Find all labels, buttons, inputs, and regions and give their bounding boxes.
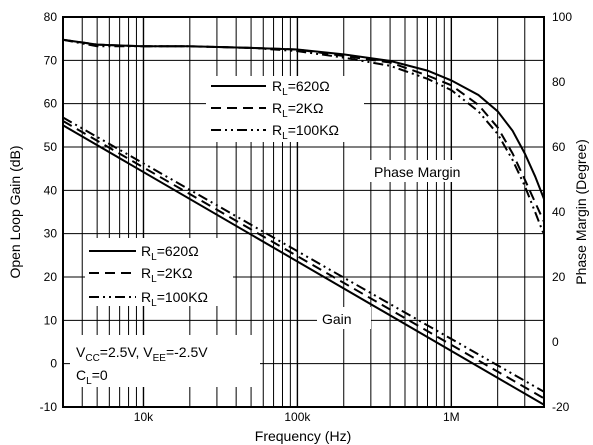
conditions-line1: VCC=2.5V, VEE=-2.5V: [76, 344, 208, 364]
y-left-tick-label: 70: [44, 53, 58, 67]
phase-legend: RL=620Ω RL=2KΩ RL=100KΩ: [206, 76, 364, 142]
conditions-bg: [70, 335, 260, 387]
y-right-tick-label: 0: [552, 335, 559, 349]
y-left-tick-label: 60: [44, 97, 58, 111]
y-right-tick-label: 40: [552, 205, 566, 219]
conditions-line2: CL=0: [76, 367, 108, 387]
x-tick-label: 1M: [443, 410, 460, 424]
gain-legend-label-620: RL=620Ω: [141, 243, 199, 263]
y-left-tick-label: 0: [50, 357, 57, 371]
phase-margin-label: Phase Margin: [374, 164, 460, 180]
x-tick-label: 100k: [284, 410, 311, 424]
y-left-tick-label: 10: [44, 313, 58, 327]
conditions-box: VCC=2.5V, VEE=-2.5V CL=0: [70, 335, 260, 387]
y-right-tick-label: 20: [552, 270, 566, 284]
y-left-tick-label: 40: [44, 183, 58, 197]
gain-legend-label-2k: RL=2KΩ: [141, 265, 192, 285]
y-left-tick-label: 30: [44, 227, 58, 241]
y-left-tick-label: 50: [44, 140, 58, 154]
y-right-tick-label: 100: [552, 10, 572, 24]
y-right-tick-label: 80: [552, 75, 566, 89]
x-axis-title: Frequency (Hz): [255, 428, 351, 444]
gain-series-line-3: [62, 124, 545, 406]
phase-margin-label-bg: [370, 160, 492, 182]
tick-labels: -10 0 10 20 30 40 50 60 70 80 -20 0 20 40 60 80 100 10k 10…: [40, 10, 573, 424]
gain-legend-label-100k: RL=100KΩ: [141, 289, 208, 309]
phase-legend-label-2k: RL=2KΩ: [272, 100, 323, 120]
gain-label: Gain: [322, 311, 352, 327]
y-left-tick-label: 20: [44, 270, 58, 284]
phase-series-line-2: [62, 38, 545, 236]
y-right-axis-title: Phase Margin (Degree): [573, 139, 589, 285]
series-lines: [62, 38, 545, 406]
phase-legend-label-620: RL=620Ω: [272, 78, 330, 98]
gain-series-line-4: [62, 120, 545, 400]
gain-label-bg: [317, 307, 371, 329]
y-left-tick-label: -10: [40, 400, 58, 414]
gain-series-line-5: [62, 116, 545, 393]
x-tick-label: 10k: [134, 410, 154, 424]
gain-legend: RL=620Ω RL=2KΩ RL=100KΩ: [85, 238, 233, 309]
y-left-axis-title: Open Loop Gain (dB): [7, 145, 23, 278]
plot-frame: [62, 16, 545, 408]
y-right-tick-label: 60: [552, 140, 566, 154]
y-right-tick-label: -20: [552, 400, 570, 414]
phase-legend-label-100k: RL=100KΩ: [272, 122, 339, 142]
y-left-tick-label: 80: [44, 10, 58, 24]
